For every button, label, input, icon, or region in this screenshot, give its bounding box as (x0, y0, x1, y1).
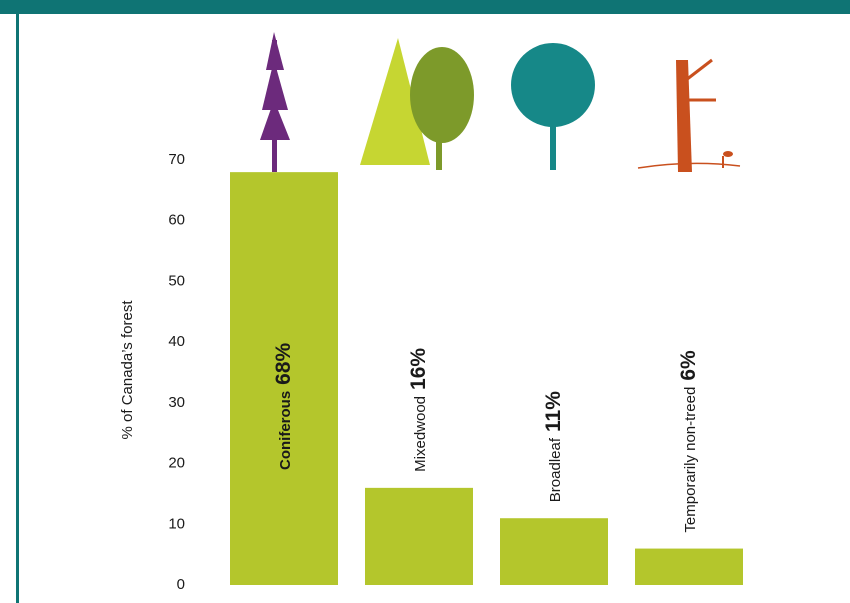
bar (635, 548, 743, 585)
y-tick-label: 0 (177, 576, 185, 593)
bar (500, 518, 608, 585)
y-tick-label: 70 (168, 151, 185, 168)
coniferous-icon (260, 32, 290, 172)
value-label: 16% (407, 348, 430, 390)
value-label: 68% (272, 342, 295, 384)
left-border (16, 0, 19, 603)
y-tick-label: 50 (168, 272, 185, 289)
y-tick-label: 40 (168, 333, 185, 350)
y-axis-label: % of Canada’s forest (119, 300, 136, 440)
y-tick-label: 30 (168, 394, 185, 411)
value-label: 6% (677, 350, 700, 381)
non-treed-icon (637, 58, 741, 172)
top-band (0, 0, 850, 14)
broadleaf-icon (511, 43, 595, 170)
bar-label: Coniferous 68% (272, 342, 295, 470)
bar-label: Temporarily non-treed 6% (677, 350, 700, 533)
category-label: Temporarily non-treed (682, 387, 699, 533)
category-label: Mixedwood (412, 396, 429, 472)
y-tick-label: 10 (168, 515, 185, 532)
y-tick-label: 60 (168, 212, 185, 229)
value-label: 11% (542, 391, 565, 432)
bar-label: Broadleaf 11% (542, 391, 565, 502)
bar (365, 487, 473, 585)
bar-label: Mixedwood 16% (407, 348, 430, 472)
y-tick-label: 20 (168, 455, 185, 472)
mixedwood-icon (360, 38, 474, 170)
bar (230, 172, 338, 585)
category-label: Broadleaf (547, 437, 564, 502)
category-label: Coniferous (277, 391, 294, 470)
